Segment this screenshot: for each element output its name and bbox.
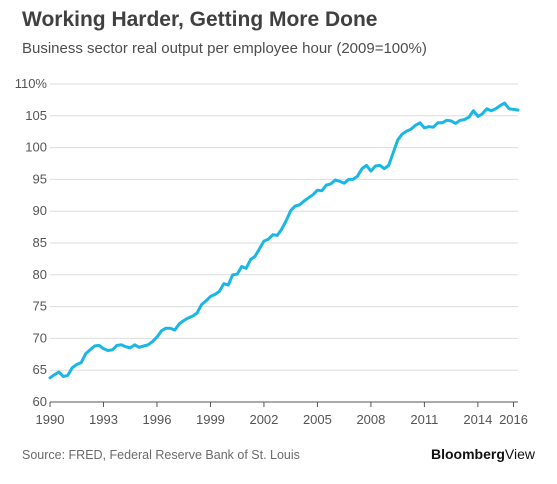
y-tick-label: 75 (33, 299, 47, 314)
x-tick-label: 2008 (356, 412, 385, 427)
x-tick-label: 1999 (196, 412, 225, 427)
y-tick-label: 95 (33, 171, 47, 186)
y-tick-label: 80 (33, 267, 47, 282)
x-tick-label: 2016 (499, 412, 528, 427)
y-tick-label: 65 (33, 362, 47, 377)
x-tick-label: 2014 (463, 412, 492, 427)
y-tick-label: 70 (33, 330, 47, 345)
y-tick-label: 110% (15, 76, 48, 91)
y-tick-label: 90 (33, 203, 47, 218)
x-tick-label: 1990 (36, 412, 65, 427)
y-tick-label: 60 (33, 394, 47, 409)
x-tick-label: 1996 (143, 412, 172, 427)
chart-subtitle: Business sector real output per employee… (22, 40, 427, 57)
y-tick-label: 85 (33, 235, 47, 250)
brand-name-light: View (504, 446, 535, 462)
x-tick-label: 2005 (303, 412, 332, 427)
series-line (48, 101, 520, 380)
brand-name-bold: Bloomberg (431, 446, 505, 462)
y-tick-label: 100 (25, 140, 47, 155)
chart-title: Working Harder, Getting More Done (22, 8, 378, 31)
source-note: Source: FRED, Federal Reserve Bank of St… (22, 448, 300, 462)
brand-logo: BloombergView (431, 446, 535, 462)
x-tick-label: 2011 (410, 412, 438, 427)
x-tick-label: 1993 (89, 412, 118, 427)
y-tick-label: 105 (25, 108, 47, 123)
x-tick-label: 2002 (249, 412, 278, 427)
